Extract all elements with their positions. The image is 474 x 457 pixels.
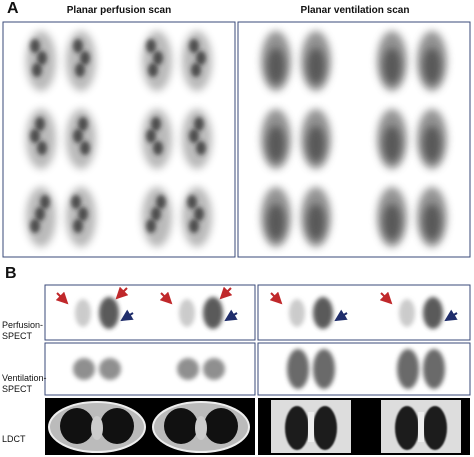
spect-lung xyxy=(99,297,119,329)
spect-lung xyxy=(99,358,121,380)
spect-lung xyxy=(179,299,195,327)
ct-lung xyxy=(204,408,238,444)
perfusion-spot xyxy=(196,51,206,65)
panel-label: A xyxy=(7,0,19,17)
perfusion-spot xyxy=(148,63,158,77)
row-label: Perfusion- SPECT xyxy=(2,320,44,341)
ventilation-core xyxy=(383,126,401,162)
perfusion-spot xyxy=(37,51,47,65)
perfusion-spot xyxy=(194,207,204,221)
spect-lung xyxy=(203,358,225,380)
perfusion-spot xyxy=(151,117,161,131)
red-arrow xyxy=(115,286,129,300)
blue-arrow xyxy=(334,309,348,322)
ct-lung xyxy=(60,408,94,444)
spect-lung xyxy=(177,358,199,380)
row-label: Ventilation- SPECT xyxy=(2,373,47,394)
red-arrow xyxy=(159,291,173,305)
perfusion-spot xyxy=(78,117,88,131)
perfusion-spot xyxy=(30,129,40,143)
perfusion-spot xyxy=(194,117,204,131)
spect-lung xyxy=(203,297,223,329)
perfusion-spot xyxy=(73,39,83,53)
spect-lung xyxy=(423,349,445,389)
perfusion-spot xyxy=(73,219,83,233)
ventilation-core xyxy=(383,204,401,240)
perfusion-spot xyxy=(146,39,156,53)
ventilation-core xyxy=(423,126,441,162)
ct-lung xyxy=(395,406,419,450)
red-arrow xyxy=(55,291,69,305)
spect-lung xyxy=(75,299,91,327)
spect-lung xyxy=(423,297,443,329)
row-label: LDCT xyxy=(2,434,26,444)
perfusion-spot xyxy=(153,141,163,155)
perfusion-spot xyxy=(32,63,42,77)
perfusion-spot xyxy=(78,207,88,221)
red-arrow xyxy=(219,286,233,300)
spect-lung xyxy=(313,349,335,389)
perfusion-spot xyxy=(151,207,161,221)
perfusion-spot xyxy=(37,141,47,155)
lung-uptake xyxy=(142,109,172,169)
spect-lung xyxy=(397,349,419,389)
lung-uptake xyxy=(26,109,56,169)
ct-lung xyxy=(100,408,134,444)
panel-title: Planar ventilation scan xyxy=(300,5,410,16)
perfusion-spot xyxy=(30,39,40,53)
perfusion-spot xyxy=(30,219,40,233)
panel-title: Planar perfusion scan xyxy=(66,5,172,16)
perfusion-spot xyxy=(80,51,90,65)
ventilation-core xyxy=(383,48,401,84)
perfusion-spot xyxy=(189,129,199,143)
perfusion-spot xyxy=(196,141,206,155)
blue-arrow xyxy=(120,309,134,322)
spect-lung xyxy=(313,297,333,329)
ventilation-core xyxy=(267,126,285,162)
ct-mediastinum xyxy=(91,416,103,440)
ventilation-core xyxy=(423,48,441,84)
perfusion-spot xyxy=(75,63,85,77)
perfusion-spot xyxy=(35,117,45,131)
panel-label: B xyxy=(5,265,17,282)
ct-heart xyxy=(418,412,424,442)
perfusion-spot xyxy=(156,195,166,209)
red-arrow xyxy=(379,291,393,305)
spect-lung xyxy=(73,358,95,380)
perfusion-spot xyxy=(35,207,45,221)
perfusion-spot xyxy=(80,141,90,155)
red-arrow xyxy=(269,291,283,305)
perfusion-spot xyxy=(146,219,156,233)
perfusion-spot xyxy=(189,39,199,53)
perfusion-spot xyxy=(153,51,163,65)
ct-lung xyxy=(313,406,337,450)
perfusion-spot xyxy=(187,195,197,209)
perfusion-spot xyxy=(40,195,50,209)
ventilation-core xyxy=(267,204,285,240)
perfusion-spot xyxy=(73,129,83,143)
ct-lung xyxy=(423,406,447,450)
perfusion-spot xyxy=(191,63,201,77)
spect-lung xyxy=(399,299,415,327)
ventilation-core xyxy=(307,48,325,84)
spect-lung xyxy=(287,349,309,389)
ventilation-core xyxy=(423,204,441,240)
ct-lung xyxy=(285,406,309,450)
ct-mediastinum xyxy=(195,416,207,440)
perfusion-spot xyxy=(189,219,199,233)
spect-lung xyxy=(289,299,305,327)
blue-arrow xyxy=(444,309,458,322)
ventilation-core xyxy=(267,48,285,84)
perfusion-spot xyxy=(146,129,156,143)
ventilation-core xyxy=(307,126,325,162)
ct-lung xyxy=(164,408,198,444)
ct-heart xyxy=(308,412,314,442)
perfusion-spot xyxy=(71,195,81,209)
ventilation-core xyxy=(307,204,325,240)
blue-arrow xyxy=(224,309,238,322)
